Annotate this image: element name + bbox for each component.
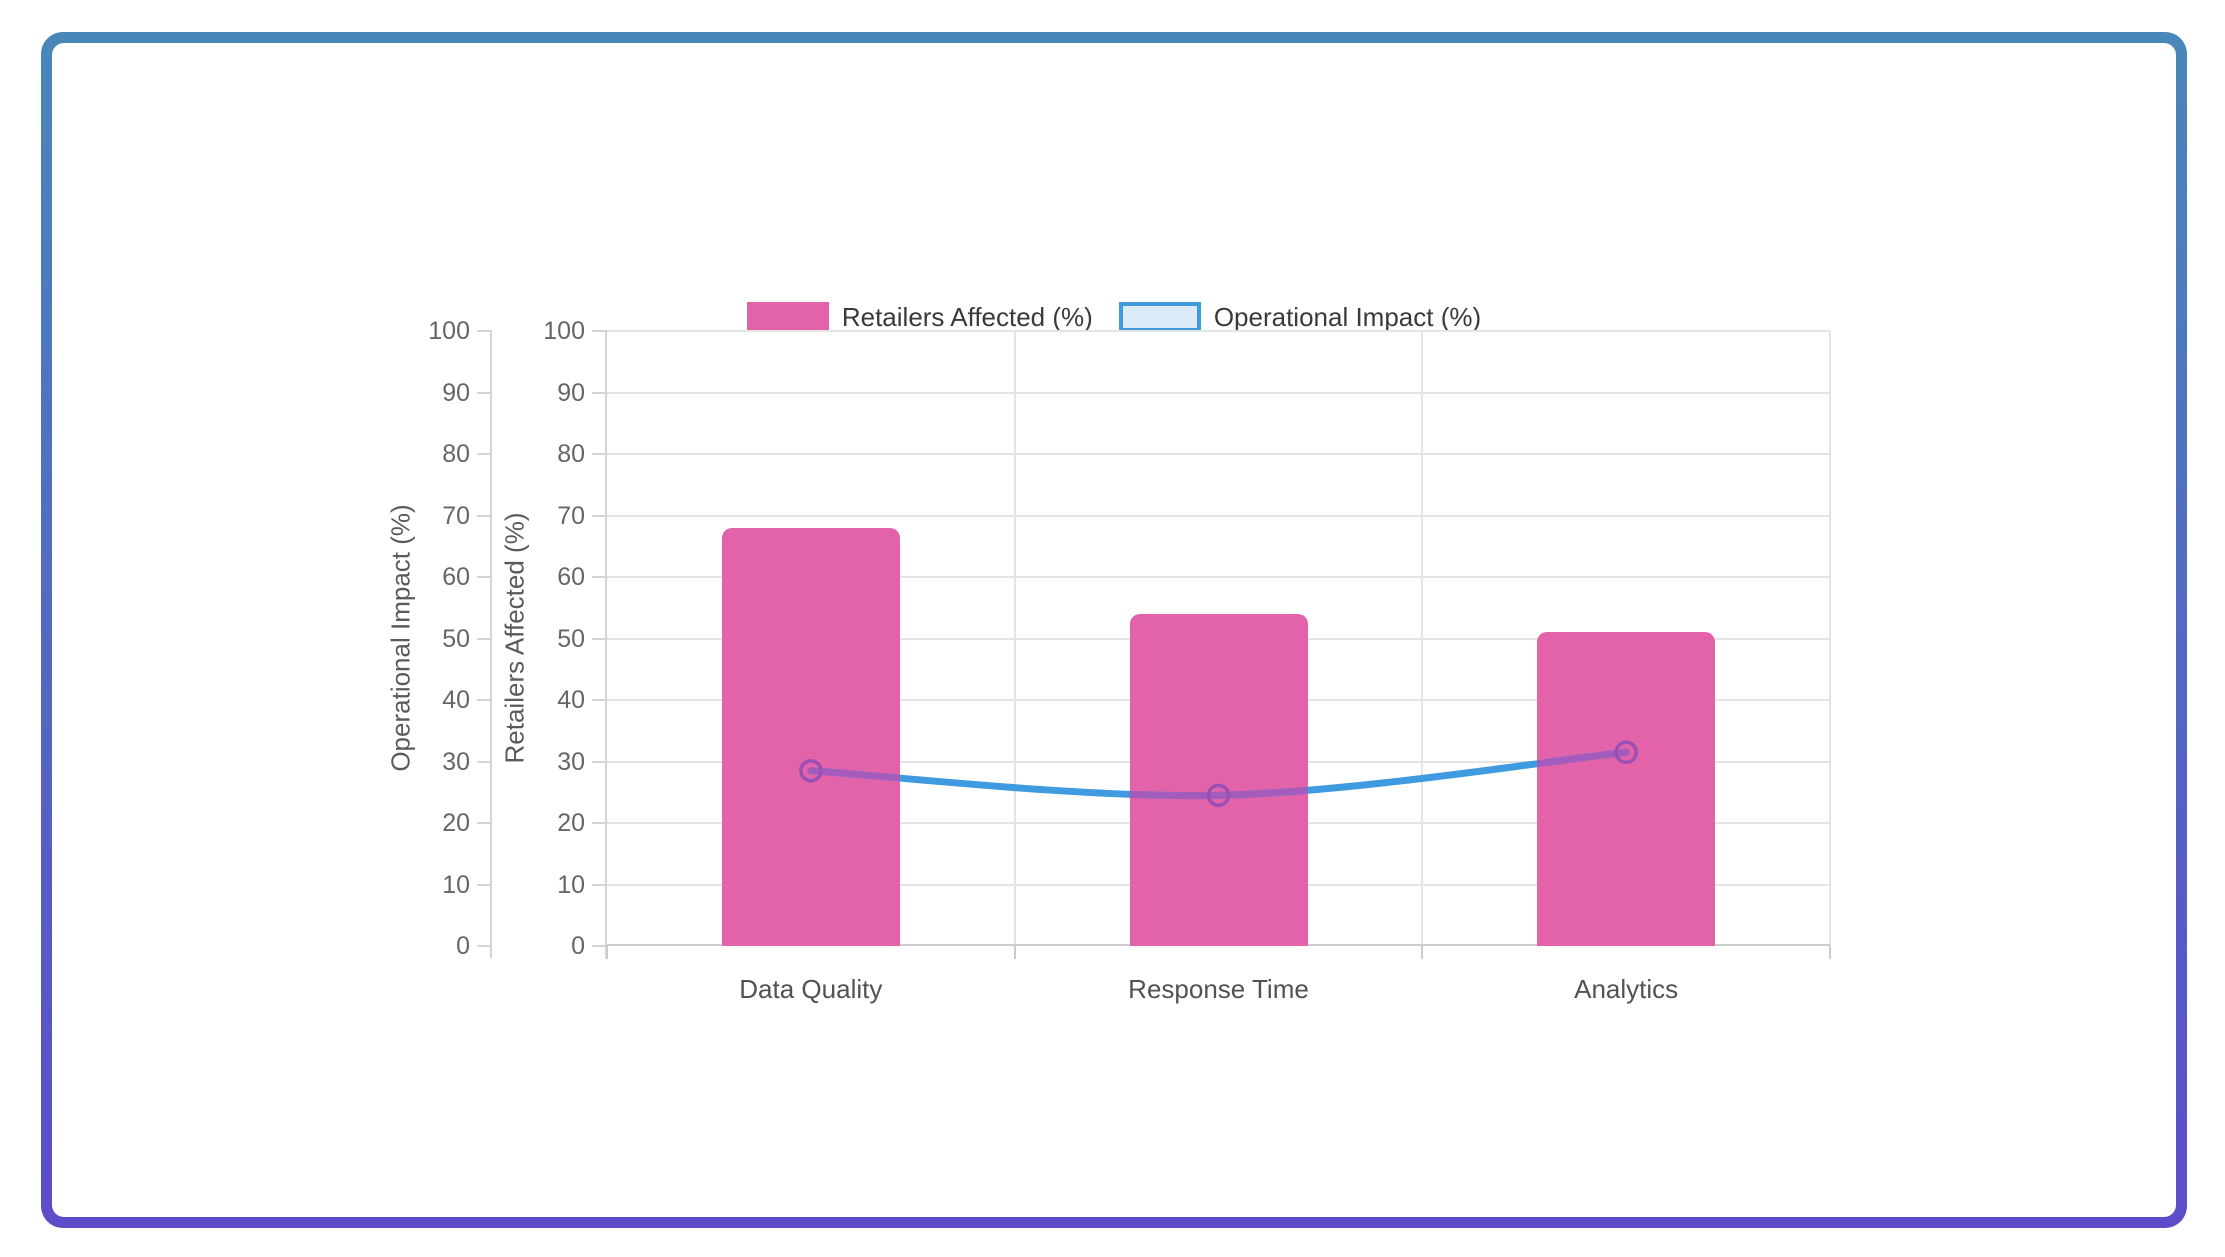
y-axis-tick-left-inner xyxy=(592,576,607,578)
y-axis-tick-label-left-inner: 80 xyxy=(557,440,585,468)
y-axis-tick-label-left-inner: 60 xyxy=(557,563,585,591)
y-axis-tick-left-inner xyxy=(592,514,607,517)
y-axis-tick-left-outer xyxy=(477,822,492,824)
legend-swatch-line xyxy=(1118,302,1201,332)
y-axis-tick-label-left-outer: 0 xyxy=(456,932,470,960)
bar-data-quality[interactable] xyxy=(721,527,900,946)
y-axis-tick-left-outer xyxy=(477,637,492,640)
line-marker-data-quality[interactable] xyxy=(799,758,823,783)
x-axis-label-analytics: Analytics xyxy=(1574,974,1679,1004)
legend-swatch-bar xyxy=(746,302,829,332)
line-operational-impact xyxy=(807,748,1630,800)
y-axis-tick-label-left-outer: 40 xyxy=(442,686,470,714)
y-axis-tick-label-left-inner: 40 xyxy=(557,686,585,714)
y-axis-tick-left-inner xyxy=(592,945,607,947)
y-axis-tick-left-inner xyxy=(592,330,607,332)
x-axis-label-response-time: Response Time xyxy=(1128,974,1309,1004)
gridline-horizontal xyxy=(607,453,1830,455)
y-axis-tick-left-inner xyxy=(592,760,607,763)
y-axis-line-outer xyxy=(490,331,492,958)
y-axis-tick-left-outer xyxy=(477,514,492,517)
y-axis-tick-label-left-outer: 20 xyxy=(442,809,470,837)
y-axis-tick-label-left-outer: 80 xyxy=(442,440,470,468)
y-axis-tick-left-inner xyxy=(592,699,607,701)
y-axis-line-inner xyxy=(605,331,607,958)
y-axis-tick-label-left-outer: 70 xyxy=(442,501,470,530)
x-axis-tick xyxy=(1829,946,1831,959)
x-axis-label-data-quality: Data Quality xyxy=(739,974,883,1004)
y-axis-tick-label-left-inner: 50 xyxy=(557,624,585,653)
chart-legend: Retailers Affected (%) Operational Impac… xyxy=(52,300,2176,334)
gridline-horizontal xyxy=(607,391,1830,394)
y-axis-tick-label-left-inner: 20 xyxy=(557,809,585,837)
legend-label-operational-impact: Operational Impact (%) xyxy=(1213,302,1482,332)
y-axis-tick-label-left-inner: 10 xyxy=(557,870,585,899)
line-operational-impact-over-bars xyxy=(807,748,1630,800)
y-axis-tick-left-outer xyxy=(477,391,492,394)
legend-label-retailers-affected: Retailers Affected (%) xyxy=(841,302,1093,332)
gridline-horizontal xyxy=(607,514,1830,517)
gridline-vertical xyxy=(1013,331,1016,946)
y-axis-tick-left-outer xyxy=(477,883,492,886)
y-axis-tick-left-inner xyxy=(592,391,607,394)
y-axis-tick-label-left-inner: 90 xyxy=(557,378,585,407)
legend-item-retailers-affected[interactable]: Retailers Affected (%) xyxy=(746,300,1093,334)
gridline-horizontal xyxy=(607,330,1830,332)
y-axis-tick-left-outer xyxy=(477,453,492,455)
bar-analytics[interactable] xyxy=(1537,632,1716,946)
line-marker-analytics[interactable] xyxy=(1614,740,1638,765)
legend-item-operational-impact[interactable]: Operational Impact (%) xyxy=(1118,300,1482,334)
x-axis-tick xyxy=(1013,946,1016,959)
bar-response-time[interactable] xyxy=(1129,613,1308,946)
y-axis-tick-left-outer xyxy=(477,576,492,578)
card-background xyxy=(52,43,2176,1217)
y-axis-tick-label-left-inner: 100 xyxy=(543,317,585,345)
y-axis-tick-left-inner xyxy=(592,453,607,455)
y-axis-tick-left-outer xyxy=(477,330,492,332)
y-axis-tick-label-left-outer: 50 xyxy=(442,624,470,653)
gridline-horizontal xyxy=(607,576,1830,578)
y-axis-tick-left-inner xyxy=(592,883,607,886)
x-axis-tick xyxy=(1421,946,1424,959)
line-series-layer xyxy=(799,740,1638,808)
y-axis-tick-label-left-outer: 100 xyxy=(428,317,470,345)
y-axis-tick-label-left-outer: 60 xyxy=(442,563,470,591)
y-axis-tick-left-inner xyxy=(592,822,607,824)
y-axis-tick-left-outer xyxy=(477,760,492,763)
y-axis-tick-label-left-inner: 30 xyxy=(557,747,585,776)
gridline-vertical xyxy=(1829,331,1831,946)
y-axis-tick-label-left-inner: 70 xyxy=(557,501,585,530)
y-axis-tick-label-left-inner: 0 xyxy=(571,932,585,960)
y-axis-tick-label-left-outer: 90 xyxy=(442,378,470,407)
line-marker-response-time[interactable] xyxy=(1206,783,1231,808)
y-axis-tick-left-inner xyxy=(592,637,607,640)
y-axis-tick-left-outer xyxy=(477,699,492,701)
y-axis-tick-left-outer xyxy=(477,945,492,947)
y-axis-tick-label-left-outer: 30 xyxy=(442,747,470,776)
gridline-vertical xyxy=(1421,331,1424,946)
y-axis-tick-label-left-outer: 10 xyxy=(442,870,470,899)
x-axis-tick xyxy=(606,946,608,959)
